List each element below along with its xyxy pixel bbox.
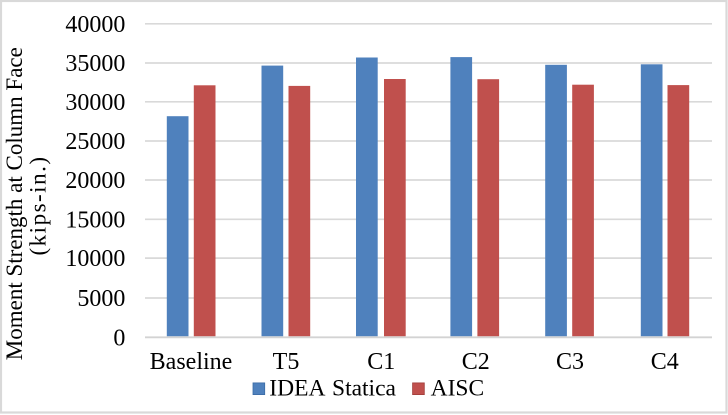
svg-text:Moment Strength at Column Face: Moment Strength at Column Face <box>2 47 27 360</box>
svg-text:40000: 40000 <box>65 12 125 38</box>
svg-text:C2: C2 <box>462 349 490 375</box>
svg-text:25000: 25000 <box>65 129 125 155</box>
svg-text:Baseline: Baseline <box>150 349 233 375</box>
svg-text:(kips-in.): (kips-in.) <box>26 156 51 256</box>
svg-text:20000: 20000 <box>65 168 125 194</box>
svg-text:C1: C1 <box>367 349 395 375</box>
svg-text:35000: 35000 <box>65 51 125 77</box>
svg-text:IDEA Statica: IDEA Statica <box>269 375 396 401</box>
svg-text:T5: T5 <box>273 349 300 375</box>
svg-text:C3: C3 <box>556 349 584 375</box>
svg-text:10000: 10000 <box>65 246 125 272</box>
svg-text:30000: 30000 <box>65 90 125 116</box>
svg-text:0: 0 <box>113 325 125 351</box>
svg-text:5000: 5000 <box>77 286 125 312</box>
svg-text:C4: C4 <box>651 349 679 375</box>
svg-text:AISC: AISC <box>431 375 485 401</box>
svg-text:15000: 15000 <box>65 207 125 233</box>
